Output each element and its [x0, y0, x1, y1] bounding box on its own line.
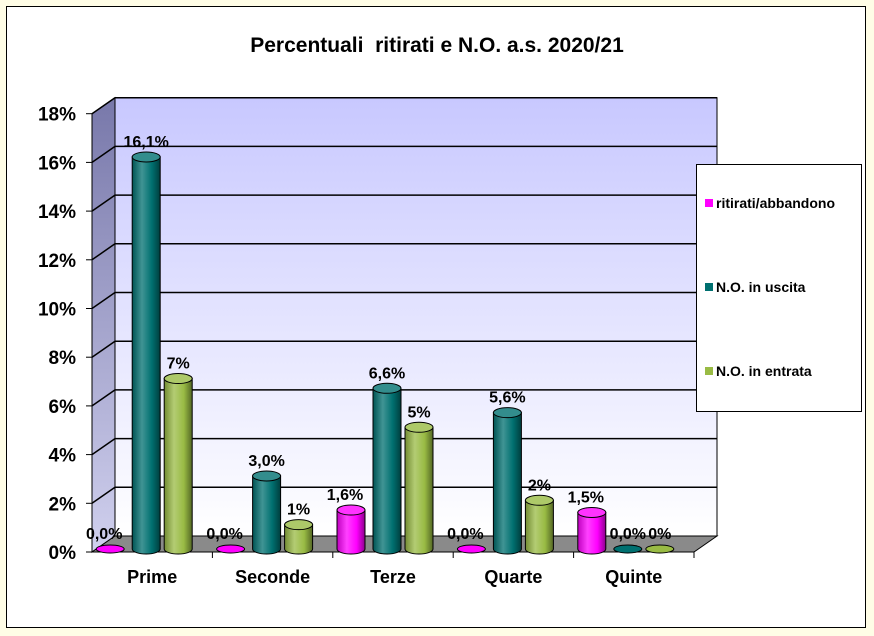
chart-title: Percentuali ritirati e N.O. a.s. 2020/21	[250, 34, 624, 57]
gridline-side	[91, 97, 116, 115]
bar-body	[524, 499, 554, 555]
bar-top	[131, 151, 161, 163]
bar-top	[492, 407, 522, 419]
bar-2-1	[284, 519, 314, 555]
bar-disc	[216, 544, 246, 554]
data-label: 0,0%	[206, 526, 242, 543]
bar-0-0	[95, 544, 125, 554]
data-label: 6,6%	[369, 365, 405, 382]
x-tick-label: Prime	[127, 567, 177, 587]
y-tick-label: 2%	[49, 494, 77, 515]
y-tick-label: 6%	[49, 397, 77, 418]
legend-swatch-ritirati	[705, 199, 713, 207]
legend-swatch-entrata	[705, 367, 713, 375]
legend-label-uscita: N.O. in uscita	[716, 279, 806, 295]
bar-top	[577, 506, 607, 518]
gridline-side	[91, 145, 116, 164]
gridline-side	[91, 194, 116, 212]
data-label: 1,6%	[327, 487, 363, 504]
y-tick-label: 14%	[38, 202, 76, 223]
legend-item-uscita: N.O. in uscita	[705, 279, 805, 295]
bar-body	[131, 156, 161, 555]
bar-1-1	[252, 470, 282, 555]
bar-2-3	[524, 494, 554, 555]
x-tick-label: Quarte	[484, 567, 542, 587]
data-label: 5%	[407, 404, 430, 421]
gridline-side	[91, 340, 116, 358]
bar-top	[372, 382, 402, 394]
data-label: 3,0%	[248, 453, 284, 470]
bar-body	[252, 475, 282, 555]
bar-0-3	[456, 544, 486, 554]
gridline-side	[91, 291, 116, 310]
legend-item-ritirati: ritirati/abbandono	[705, 195, 835, 211]
data-label: 1,5%	[568, 489, 604, 506]
bar-top	[163, 373, 193, 385]
bar-2-0	[163, 373, 193, 555]
data-label: 5,6%	[489, 390, 525, 407]
gridline-side	[91, 243, 116, 261]
data-label: 0,0%	[86, 526, 122, 543]
bar-body	[284, 524, 314, 555]
bar-disc	[95, 544, 125, 554]
data-label: 2%	[528, 477, 551, 494]
legend-label-ritirati: ritirati/abbandono	[716, 195, 835, 211]
y-tick-label: 4%	[49, 446, 77, 467]
data-label: 0,0%	[610, 526, 646, 543]
bar-body	[577, 511, 607, 555]
bar-disc	[613, 544, 643, 554]
y-tick-label: 18%	[38, 105, 76, 126]
x-tick-label: Seconde	[235, 567, 310, 587]
bar-body	[372, 387, 402, 555]
bar-body	[163, 378, 193, 555]
gridline-side	[91, 389, 116, 407]
y-tick-label: 12%	[38, 251, 76, 272]
bar-body	[336, 509, 366, 555]
data-label: 16,1%	[124, 134, 169, 151]
data-label: 0%	[648, 526, 671, 543]
bar-0-1	[216, 544, 246, 554]
x-tick-label: Terze	[370, 567, 416, 587]
bar-top	[284, 519, 314, 531]
bar-top	[404, 421, 434, 433]
bar-top	[524, 494, 554, 506]
bar-body	[492, 412, 522, 555]
x-tick-label: Quinte	[605, 567, 662, 587]
data-label: 0,0%	[447, 526, 483, 543]
y-tick-label: 10%	[38, 300, 76, 321]
data-label: 7%	[167, 356, 190, 373]
bar-body	[404, 426, 434, 555]
gridline-side	[91, 437, 116, 456]
bar-0-2	[336, 504, 366, 555]
bar-0-4	[577, 506, 607, 555]
bar-disc	[456, 544, 486, 554]
side-wall	[91, 96, 116, 553]
gridline-side	[91, 486, 116, 504]
bar-top	[336, 504, 366, 516]
bar-1-4	[613, 544, 643, 554]
bar-1-2	[372, 382, 402, 555]
data-label: 1%	[287, 502, 310, 519]
legend-swatch-uscita	[705, 283, 713, 291]
bar-disc	[645, 544, 675, 554]
legend-item-entrata: N.O. in entrata	[705, 363, 812, 379]
legend-label-entrata: N.O. in entrata	[716, 363, 812, 379]
y-tick-label: 16%	[38, 153, 76, 174]
bar-2-2	[404, 421, 434, 555]
y-tick-label: 8%	[49, 348, 77, 369]
y-tick-label: 0%	[49, 543, 77, 564]
bar-top	[252, 470, 282, 482]
bar-2-4	[645, 544, 675, 554]
legend: ritirati/abbandono N.O. in uscita N.O. i…	[696, 164, 862, 412]
bar-1-0	[131, 151, 161, 555]
bar-1-3	[492, 407, 522, 555]
